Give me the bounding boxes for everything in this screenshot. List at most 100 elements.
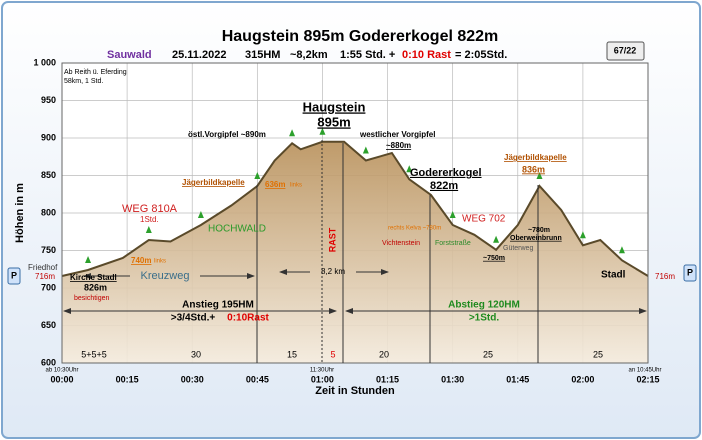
y-tick-label: 750 <box>41 245 56 255</box>
annotation: 5 <box>330 349 335 359</box>
x-tick-label: 02:00 <box>571 374 594 384</box>
y-tick-label: 950 <box>41 95 56 105</box>
area <box>62 141 648 363</box>
annotation: 1Std. <box>140 215 159 224</box>
tree <box>197 211 204 218</box>
tree <box>536 172 543 179</box>
annotation: 636m <box>265 180 285 189</box>
tree <box>618 246 625 254</box>
annotation: WEG 810A <box>122 203 178 215</box>
x-tick-label: 00:00 <box>50 374 73 384</box>
annotation: 740m <box>131 256 151 265</box>
separators <box>256 140 539 363</box>
annotation: >3/4Std.+ <box>171 313 216 324</box>
annotation: Jägerbildkapelle <box>504 153 567 162</box>
subtitle-part: 1:55 Std. + <box>340 49 395 61</box>
annotation: 25 <box>483 349 493 359</box>
tree <box>579 231 586 239</box>
annotation: RAST <box>327 227 337 252</box>
annotation: 20 <box>379 349 389 359</box>
annotation: 58km, 1 Std. <box>64 78 103 85</box>
annotation: 5+5+5 <box>81 349 107 359</box>
annotation: 15 <box>287 349 297 359</box>
annotation: 716m <box>655 272 675 281</box>
annotation: Haugstein <box>303 99 366 114</box>
annotation: Friedhof <box>28 263 58 272</box>
annotation: Anstieg 195HM <box>182 300 254 311</box>
annotation: 8,2 km <box>321 267 345 276</box>
annotation: 25 <box>593 349 603 359</box>
annotation: ab 10:30Uhr <box>45 368 78 374</box>
annotation: Forststraße <box>435 240 471 247</box>
x-axis-label: Zeit in Stunden <box>315 385 395 397</box>
annotation: 822m <box>430 180 458 192</box>
y-tick-label: 650 <box>41 320 56 330</box>
tree <box>493 235 500 243</box>
annotation: Vichtenstein <box>382 240 420 247</box>
annotation: P <box>11 270 17 280</box>
annotation: Godererkogel <box>410 167 482 179</box>
annotation: östl.Vorgipfel ~890m <box>188 130 266 139</box>
y-tick-label: 1 000 <box>33 57 56 67</box>
annotation: WEG 702 <box>462 214 506 225</box>
profile-line <box>61 140 649 277</box>
subtitle-part: = 2:05Std. <box>455 49 507 61</box>
tree <box>406 165 413 173</box>
subtitle-part: 0:10 Rast <box>402 49 451 61</box>
annotation: 716m <box>35 272 55 281</box>
annotation: Kreuzweg <box>141 270 190 282</box>
annotation: 836m <box>522 164 545 174</box>
tree <box>85 256 92 263</box>
annotation: rechts Kelva ~780m <box>388 226 441 232</box>
subtitle-part: 315HM <box>245 49 280 61</box>
tree <box>362 146 369 154</box>
annotation: >1Std. <box>469 313 500 324</box>
tree <box>449 211 456 218</box>
y-tick-label: 700 <box>41 282 56 292</box>
x-tick-label: 01:15 <box>376 374 399 384</box>
tree <box>289 129 296 137</box>
annotation: Stadl <box>601 270 626 281</box>
annotation: links <box>154 259 166 265</box>
annotation: 826m <box>84 282 107 292</box>
x-tick-label: 02:15 <box>636 374 659 384</box>
annotation: 30 <box>191 349 201 359</box>
chart-title: Haugstein 895m Godererkogel 822m <box>222 28 499 45</box>
annotation: 895m <box>317 114 350 129</box>
annotation: Jägerbildkapelle <box>182 178 245 187</box>
badge-box <box>606 41 645 61</box>
annotation: ~880m <box>386 141 411 150</box>
annotation: Ab Reith ü. Eferding <box>64 69 127 76</box>
arrows <box>63 269 647 314</box>
x-tick-label: 01:00 <box>311 374 334 384</box>
tree <box>319 127 326 135</box>
tree <box>254 172 261 179</box>
annotation: ~780m <box>528 227 550 234</box>
annotation: links <box>290 183 302 189</box>
parking-box <box>7 267 21 285</box>
annotation: besichtigen <box>74 295 110 302</box>
x-tick-label: 01:30 <box>441 374 464 384</box>
subtitle-part: 25.11.2022 <box>172 49 226 61</box>
annotation: 11:30Uhr <box>310 368 334 374</box>
annotation: P <box>687 267 693 277</box>
tree <box>145 226 152 233</box>
y-tick-label: 850 <box>41 170 56 180</box>
annotation: Güterweg <box>503 245 533 252</box>
annotation: HOCHWALD <box>208 224 266 235</box>
x-tick-label: 00:30 <box>181 374 204 384</box>
annotation: Abstieg 120HM <box>448 300 520 311</box>
x-tick-label: 01:45 <box>506 374 529 384</box>
annotation: Oberweinbrunn <box>510 235 562 242</box>
badge: 67/22 <box>614 45 637 55</box>
subtitle-part: ~8,2km <box>290 49 328 61</box>
y-tick-label: 600 <box>41 357 56 367</box>
subtitle-part: Sauwald <box>107 49 152 61</box>
y-tick-label: 900 <box>41 132 56 142</box>
y-axis-label: Höhen in m <box>14 183 26 243</box>
annotation: 0:10Rast <box>227 313 269 324</box>
annotation: ~750m <box>483 255 505 262</box>
annotation: Kirche Stadl <box>70 273 117 282</box>
annotation: westlicher Vorgipfel <box>359 130 435 139</box>
